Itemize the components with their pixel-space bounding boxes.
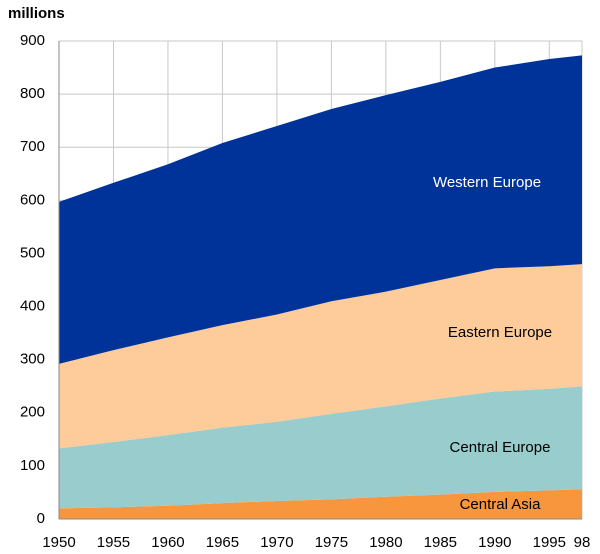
area bbox=[59, 55, 582, 364]
y-tick-label: 900 bbox=[20, 32, 45, 49]
x-tick-label: 1965 bbox=[206, 534, 239, 551]
x-tick-label: 1975 bbox=[315, 534, 348, 551]
x-tick-label: 1980 bbox=[369, 534, 402, 551]
series-label: Eastern Europe bbox=[448, 324, 552, 341]
x-tick-label: 1955 bbox=[97, 534, 130, 551]
y-tick-label: 0 bbox=[37, 510, 45, 527]
y-tick-label: 300 bbox=[20, 351, 45, 368]
y-tick-label: 400 bbox=[20, 298, 45, 315]
x-tick-label: 1960 bbox=[151, 534, 184, 551]
series-label: Western Europe bbox=[433, 174, 541, 191]
x-tick-label: 1950 bbox=[42, 534, 75, 551]
series-label: Central Asia bbox=[460, 496, 542, 513]
x-tick-label: 1995 bbox=[533, 534, 566, 551]
area bbox=[59, 489, 582, 519]
y-tick-label: 200 bbox=[20, 404, 45, 421]
y-tick-label: 700 bbox=[20, 138, 45, 155]
y-tick-label: 100 bbox=[20, 457, 45, 474]
x-tick-label: 1970 bbox=[260, 534, 293, 551]
y-axis-label: millions bbox=[8, 5, 65, 22]
x-tick-label: 1985 bbox=[424, 534, 457, 551]
area bbox=[59, 264, 582, 449]
y-tick-label: 800 bbox=[20, 85, 45, 102]
area bbox=[59, 386, 582, 509]
series-label: Central Europe bbox=[450, 439, 551, 456]
x-tick-label: 98 bbox=[574, 534, 591, 551]
y-tick-label: 600 bbox=[20, 191, 45, 208]
x-tick-label: 1990 bbox=[478, 534, 511, 551]
y-tick-label: 500 bbox=[20, 244, 45, 261]
